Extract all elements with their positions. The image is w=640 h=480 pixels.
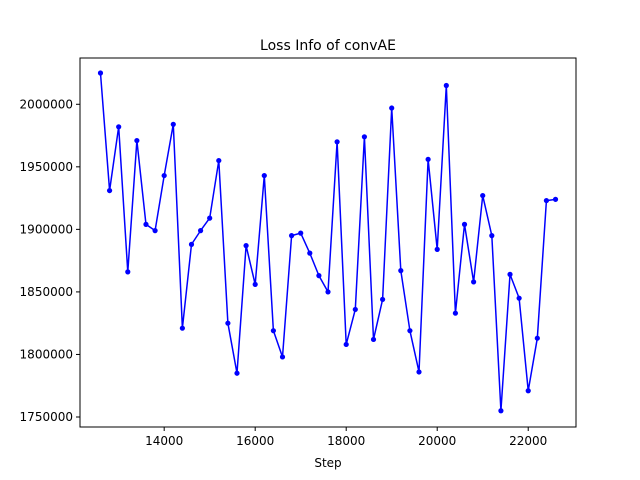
data-point: [116, 124, 122, 130]
data-point: [197, 228, 204, 234]
data-point: [534, 335, 540, 341]
data-point: [370, 336, 377, 343]
data-point: [288, 233, 295, 239]
data-point: [352, 306, 358, 313]
data-point: [525, 388, 531, 394]
data-point: [179, 325, 185, 331]
y-tick-label: 1800000: [20, 347, 73, 361]
data-point: [461, 221, 468, 227]
data-point: [106, 187, 113, 194]
data-point: [416, 369, 422, 375]
data-point: [279, 354, 286, 360]
x-tick-label: 18000: [327, 434, 365, 448]
data-point: [471, 279, 477, 285]
data-point: [261, 172, 267, 179]
data-point: [434, 246, 440, 252]
plot-area: 14000 16000 18000 20000 22000 1750000 1800000 1…: [20, 70, 559, 448]
data-point: [234, 370, 240, 376]
data-point: [143, 221, 149, 227]
data-point: [380, 296, 386, 303]
data-point: [398, 268, 404, 274]
y-tick-label: 1750000: [20, 410, 73, 424]
data-point: [343, 341, 349, 348]
data-point: [125, 269, 131, 275]
data-point: [452, 310, 459, 316]
data-point: [97, 70, 104, 76]
x-tick-label: 20000: [418, 434, 456, 448]
data-point: [225, 320, 231, 326]
plot-frame: [79, 57, 577, 428]
data-point: [334, 139, 340, 145]
data-point: [270, 328, 276, 334]
data-point: [507, 271, 513, 277]
chart-title: Loss Info of convAE: [260, 38, 396, 54]
data-point: [389, 105, 395, 111]
data-point: [480, 192, 486, 199]
data-point: [316, 273, 322, 279]
data-point: [161, 172, 167, 179]
data-point: [543, 197, 550, 204]
data-point: [489, 233, 495, 239]
y-tick-label: 1950000: [20, 160, 73, 174]
data-point: [307, 250, 313, 256]
x-tick-label: 16000: [236, 434, 274, 448]
x-tick-label: 22000: [509, 434, 547, 448]
data-point: [361, 134, 368, 140]
data-point: [407, 328, 413, 334]
data-point: [498, 408, 504, 414]
data-point: [425, 156, 431, 162]
data-point: [188, 241, 195, 247]
data-point: [152, 228, 158, 234]
data-point: [207, 215, 213, 221]
data-point: [516, 295, 522, 301]
data-point: [552, 196, 559, 202]
y-tick-label: 1900000: [20, 222, 73, 236]
data-point: [443, 82, 449, 89]
x-axis-label: Step: [314, 456, 341, 470]
data-point: [134, 137, 140, 144]
data-point: [325, 289, 331, 295]
x-tick-label: 14000: [145, 434, 183, 448]
data-point: [170, 121, 176, 127]
y-tick-label: 2000000: [20, 97, 73, 111]
data-point: [252, 281, 258, 288]
data-point: [243, 243, 249, 249]
y-tick-label: 1850000: [20, 285, 73, 299]
data-point: [298, 230, 304, 236]
data-point: [216, 157, 222, 164]
